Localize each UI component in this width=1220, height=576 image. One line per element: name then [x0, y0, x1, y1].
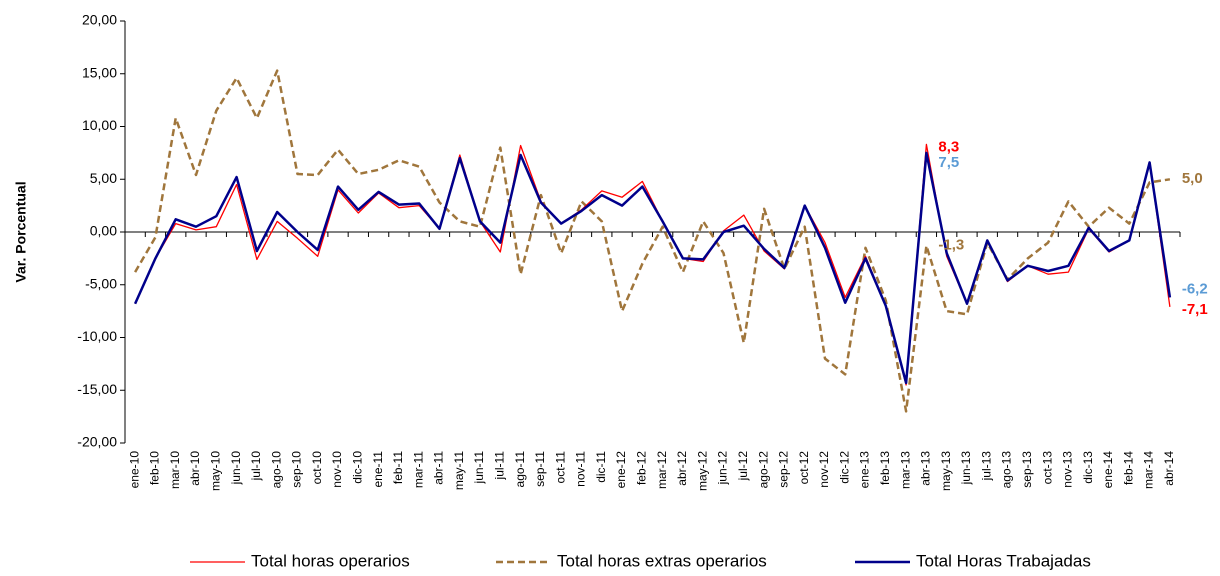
x-tick-label: may-11 — [452, 451, 466, 490]
x-tick-label: may-10 — [208, 451, 222, 491]
data-label: 5,0 — [1182, 170, 1203, 187]
x-tick-label: jun-12 — [716, 451, 730, 486]
x-tick-label: mar-10 — [168, 451, 182, 489]
y-tick-label: 10,00 — [82, 117, 117, 133]
x-tick-label: nov-12 — [817, 451, 831, 488]
x-tick-label: ago-11 — [513, 451, 527, 488]
data-label: -6,2 — [1182, 280, 1208, 297]
x-tick-label: ene-13 — [858, 451, 872, 489]
x-tick-label: jul-13 — [979, 451, 993, 482]
y-tick-label: 5,00 — [90, 170, 117, 186]
x-tick-label: ago-13 — [1000, 451, 1014, 489]
x-tick-label: dic-13 — [1081, 451, 1095, 484]
series-line — [134, 69, 1171, 413]
x-tick-label: ene-11 — [371, 451, 385, 488]
x-tick-label: ene-14 — [1101, 451, 1115, 489]
x-tick-label: may-12 — [695, 451, 709, 491]
x-tick-label: feb-13 — [878, 451, 892, 485]
y-tick-label: 15,00 — [82, 64, 117, 80]
x-tick-label: jun-11 — [472, 451, 486, 485]
x-tick-label: sep-11 — [533, 451, 547, 487]
x-tick-label: oct-11 — [553, 451, 567, 484]
x-tick-label: oct-12 — [797, 451, 811, 485]
x-tick-label: sep-10 — [290, 451, 304, 488]
x-tick-label: jun-13 — [959, 451, 973, 486]
y-tick-label: -10,00 — [77, 328, 117, 344]
x-tick-label: abr-14 — [1162, 451, 1176, 486]
x-tick-label: feb-14 — [1121, 451, 1135, 485]
x-tick-label: jun-10 — [229, 451, 243, 486]
data-label: 7,5 — [938, 154, 959, 171]
x-tick-label: dic-12 — [837, 451, 851, 484]
x-tick-label: ene-10 — [127, 451, 141, 489]
x-tick-label: ene-12 — [614, 451, 628, 489]
x-tick-label: oct-13 — [1040, 451, 1054, 485]
x-tick-label: may-13 — [939, 451, 953, 491]
x-tick-label: dic-11 — [594, 451, 608, 483]
x-tick-label: jul-11 — [493, 451, 507, 481]
x-tick-label: dic-10 — [350, 451, 364, 484]
x-tick-label: sep-13 — [1020, 451, 1034, 488]
x-tick-label: mar-13 — [898, 451, 912, 489]
y-axis-title: Var. Porcentual — [13, 181, 29, 282]
x-tick-label: abr-10 — [188, 451, 202, 486]
y-tick-label: -20,00 — [77, 434, 117, 450]
series-line — [134, 143, 1171, 386]
x-tick-label: jul-10 — [249, 451, 263, 482]
x-tick-label: ago-10 — [269, 451, 283, 489]
y-tick-label: 20,00 — [82, 12, 117, 28]
x-tick-label: mar-11 — [411, 451, 425, 488]
x-tick-label: feb-11 — [391, 451, 405, 484]
data-label: 8,3 — [938, 138, 959, 155]
data-label: -1,3 — [938, 237, 964, 254]
x-tick-label: jul-12 — [736, 451, 750, 482]
y-tick-label: 0,00 — [90, 223, 117, 239]
x-tick-label: feb-12 — [635, 451, 649, 485]
x-tick-label: mar-14 — [1142, 451, 1156, 489]
legend-label: Total horas extras operarios — [557, 551, 767, 570]
x-tick-label: feb-10 — [148, 451, 162, 485]
x-tick-label: ago-12 — [756, 451, 770, 489]
x-tick-label: nov-13 — [1061, 451, 1075, 488]
y-tick-label: -15,00 — [77, 381, 117, 397]
x-tick-label: mar-12 — [655, 451, 669, 489]
series-line — [133, 151, 1172, 385]
legend-label: Total Horas Trabajadas — [916, 551, 1091, 570]
x-tick-label: nov-11 — [574, 451, 588, 487]
legend-label: Total horas operarios — [251, 551, 410, 570]
x-tick-label: abr-11 — [432, 451, 446, 485]
x-tick-label: sep-12 — [777, 451, 791, 488]
x-tick-label: oct-10 — [310, 451, 324, 485]
x-tick-label: nov-10 — [330, 451, 344, 488]
x-tick-label: abr-12 — [675, 451, 689, 486]
y-tick-label: -5,00 — [85, 275, 117, 291]
data-label: -7,1 — [1182, 301, 1208, 318]
x-tick-label: abr-13 — [919, 451, 933, 486]
